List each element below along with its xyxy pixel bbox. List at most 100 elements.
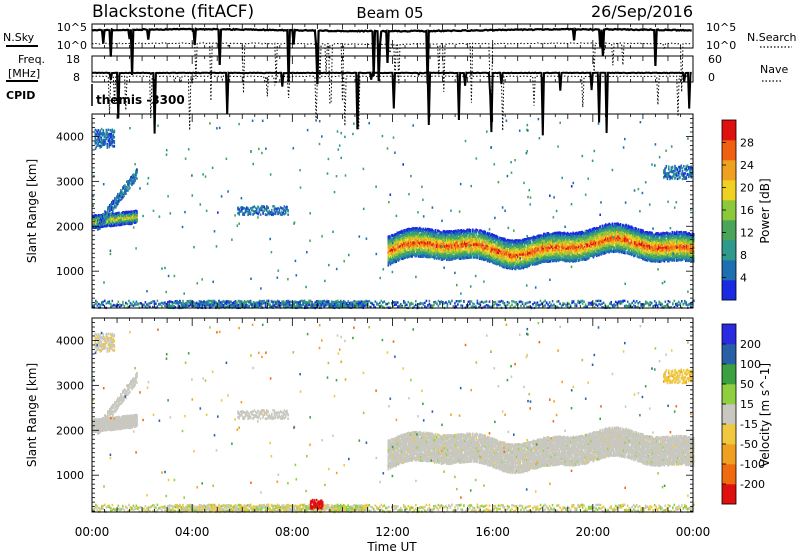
- power-cell: [531, 244, 534, 247]
- power-cell: [487, 259, 490, 262]
- power-cell: [397, 231, 400, 234]
- power-cell: [538, 235, 541, 238]
- power-cell: [467, 249, 470, 252]
- power-cell: [410, 233, 412, 237]
- power-cell: [450, 258, 453, 261]
- power-cell: [398, 253, 401, 257]
- power-cell: [459, 249, 462, 252]
- power-cell: [396, 252, 399, 255]
- power-cell: [454, 244, 456, 247]
- power-cell: [429, 241, 431, 245]
- power-cell: [496, 236, 499, 240]
- power-cell: [430, 238, 432, 241]
- power-cell: [503, 237, 506, 240]
- power-cell: [460, 232, 463, 235]
- power-cell: [482, 252, 484, 255]
- power-cell: [535, 236, 537, 239]
- power-cell: [451, 252, 454, 256]
- power-cell: [388, 236, 391, 239]
- power-cell: [497, 248, 500, 252]
- power-cell: [387, 258, 390, 262]
- power-cell: [407, 243, 410, 246]
- power-cell: [467, 245, 470, 249]
- power-cell: [411, 228, 413, 231]
- power-cell: [419, 234, 421, 237]
- power-cell: [428, 255, 430, 259]
- power-cell: [526, 262, 528, 266]
- power-cell: [486, 235, 489, 238]
- power-cell: [461, 237, 464, 240]
- power-cell: [446, 249, 448, 253]
- power-cell: [479, 229, 482, 233]
- power-cell: [420, 247, 422, 250]
- power-cell: [466, 231, 468, 234]
- power-cell: [529, 248, 532, 251]
- power-cell: [388, 253, 391, 256]
- power-cell: [429, 229, 431, 233]
- power-cell: [478, 249, 481, 252]
- power-cell: [407, 255, 410, 258]
- power-cell: [450, 245, 453, 248]
- power-cell: [426, 232, 429, 235]
- power-cell: [506, 248, 509, 252]
- power-cell: [415, 244, 418, 248]
- power-cell: [490, 234, 492, 237]
- power-cell: [395, 236, 397, 239]
- power-cell: [439, 248, 441, 252]
- power-cell: [497, 259, 500, 263]
- power-cell: [435, 241, 438, 244]
- power-cell: [455, 232, 457, 235]
- power-cell: [411, 236, 413, 240]
- power-cell: [478, 245, 481, 248]
- power-cell: [516, 251, 518, 254]
- power-cell: [543, 258, 545, 262]
- power-cell: [465, 234, 467, 237]
- power-cell: [429, 236, 431, 239]
- power-cell: [506, 266, 509, 270]
- power-cell: [487, 235, 490, 238]
- power-cell: [434, 239, 437, 242]
- power-cell: [547, 236, 550, 240]
- power-cell: [403, 256, 405, 259]
- power-cell: [415, 240, 418, 244]
- power-cell: [493, 261, 495, 264]
- power-cell: [404, 255, 406, 259]
- power-cell: [387, 262, 390, 265]
- power-cell: [420, 240, 422, 244]
- power-cell: [387, 247, 390, 250]
- power-cell: [522, 240, 525, 243]
- power-cell: [528, 258, 530, 262]
- power-cell: [493, 259, 495, 263]
- power-cell: [488, 232, 491, 235]
- power-cell: [430, 231, 432, 234]
- power-cell: [467, 256, 470, 259]
- power-cell: [481, 249, 483, 252]
- power-cell: [544, 255, 546, 258]
- power-cell: [473, 245, 475, 248]
- power-cell: [488, 242, 491, 245]
- power-cell: [437, 245, 439, 248]
- power-cell: [417, 250, 420, 253]
- power-cell: [476, 256, 479, 260]
- power-cell: [534, 236, 536, 239]
- power-cell: [523, 263, 526, 266]
- power-cell: [499, 259, 501, 263]
- power-cell: [393, 254, 395, 257]
- power-cell: [423, 244, 426, 248]
- power-cell: [550, 242, 553, 245]
- power-cell: [528, 242, 530, 245]
- power-cell: [410, 246, 412, 249]
- power-cell: [479, 234, 482, 237]
- power-cell: [412, 239, 414, 242]
- power-cell: [424, 252, 427, 255]
- power-cell: [486, 231, 489, 235]
- power-cell: [546, 256, 548, 259]
- noise-search-label: N.Search: [747, 31, 797, 44]
- power-cell: [545, 257, 547, 261]
- power-cell: [459, 255, 462, 258]
- power-cell: [532, 237, 535, 240]
- power-cell: [464, 242, 466, 246]
- power-cell: [443, 242, 446, 246]
- power-cell: [541, 260, 544, 263]
- power-cell: [494, 255, 497, 258]
